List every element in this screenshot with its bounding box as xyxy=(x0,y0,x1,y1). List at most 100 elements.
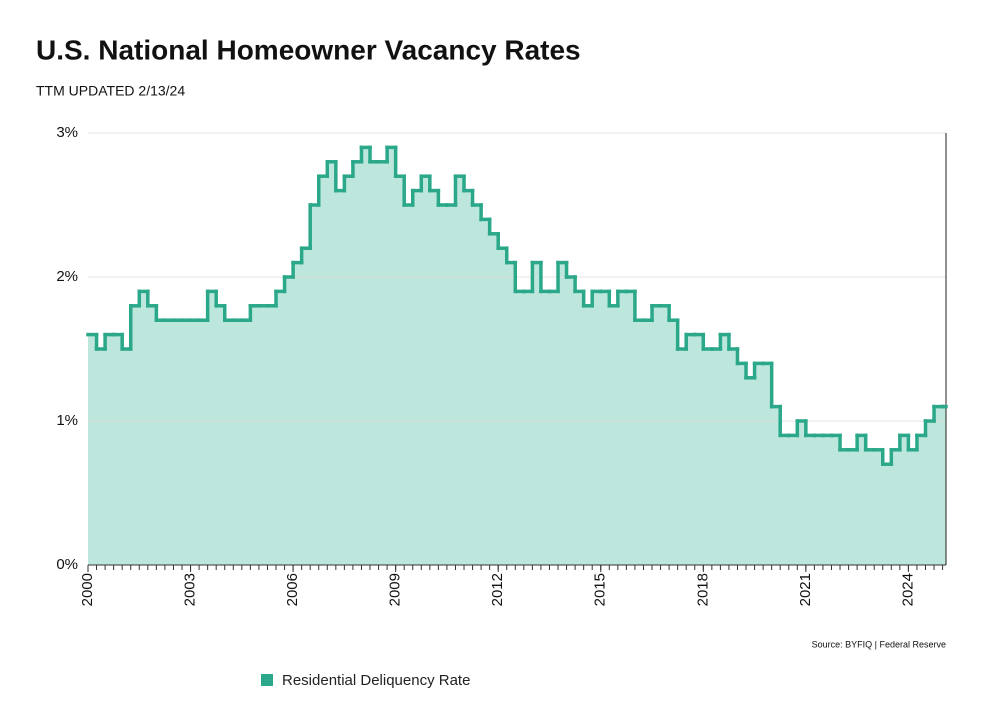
area-segment xyxy=(404,205,414,565)
area-segment xyxy=(506,262,516,565)
area-segment xyxy=(250,305,260,565)
area-segment xyxy=(395,176,405,565)
x-tick-label: 2000 xyxy=(79,573,96,606)
area-segment xyxy=(874,449,884,565)
x-tick-label: 2003 xyxy=(182,573,199,606)
area-segment xyxy=(652,305,662,565)
area-segment xyxy=(805,435,815,565)
y-tick-label: 0% xyxy=(56,556,78,573)
area-segment xyxy=(814,435,824,565)
area-segment xyxy=(293,262,303,565)
area-segment xyxy=(446,205,456,565)
area-segment xyxy=(276,291,286,565)
area-segment xyxy=(139,291,149,565)
area-segment xyxy=(899,435,909,565)
area-segment xyxy=(472,205,482,565)
area-segment xyxy=(267,305,277,565)
legend-label: Residential Deliquency Rate xyxy=(282,672,470,689)
area-segment xyxy=(412,190,422,565)
y-tick-label: 1% xyxy=(56,412,78,429)
area-segment xyxy=(113,334,123,565)
area-segment xyxy=(583,305,593,565)
chart-title: U.S. National Homeowner Vacancy Rates xyxy=(36,34,581,65)
area-segment xyxy=(429,190,439,565)
area-segment xyxy=(643,320,653,565)
area-segment xyxy=(233,320,243,565)
area-segment xyxy=(361,147,371,565)
area-segment xyxy=(763,363,773,565)
area-segment xyxy=(575,291,585,565)
area-segment xyxy=(592,291,602,565)
area-segment xyxy=(754,363,764,565)
area-segment xyxy=(378,161,388,566)
area-segment xyxy=(241,320,251,565)
area-segment xyxy=(728,349,738,565)
area-segment xyxy=(737,363,747,565)
area-segment xyxy=(891,449,901,565)
source: Source: BYFIQ | Federal Reserve xyxy=(812,639,946,649)
area-segment xyxy=(780,435,790,565)
area-segment xyxy=(694,334,704,565)
area-segment xyxy=(335,190,345,565)
area-segment xyxy=(703,349,713,565)
area-segment xyxy=(746,377,756,565)
area-segment xyxy=(498,248,508,565)
area-segment xyxy=(532,262,542,565)
area-segment xyxy=(660,305,670,565)
area-segment xyxy=(207,291,217,565)
area-segment xyxy=(797,421,807,565)
area-segment xyxy=(122,349,132,565)
y-tick-label: 3% xyxy=(56,124,78,141)
y-tick-label: 2% xyxy=(56,268,78,285)
area-segment xyxy=(258,305,268,565)
area-segment xyxy=(908,449,918,565)
x-tick-label: 2009 xyxy=(387,573,404,606)
area-segment xyxy=(344,176,354,565)
area-segment xyxy=(771,406,781,565)
area-segment xyxy=(370,161,380,566)
x-tick-label: 2021 xyxy=(797,573,814,606)
area-segment xyxy=(327,161,337,566)
area-segment xyxy=(626,291,636,565)
area-segment xyxy=(164,320,174,565)
area-segment xyxy=(720,334,730,565)
area-segment xyxy=(301,248,311,565)
area-segment xyxy=(600,291,610,565)
area-segment xyxy=(934,406,944,565)
area-segment xyxy=(558,262,568,565)
area-segment xyxy=(857,435,867,565)
area-segment xyxy=(617,291,627,565)
area-segment xyxy=(421,176,431,565)
x-tick-label: 2012 xyxy=(489,573,506,606)
area-segment xyxy=(677,349,687,565)
x-tick-label: 2015 xyxy=(592,573,609,606)
area-segment xyxy=(523,291,533,565)
area-segment xyxy=(224,320,234,565)
area-segment xyxy=(156,320,166,565)
area-segment xyxy=(199,320,209,565)
area-segment xyxy=(190,320,200,565)
area-segment xyxy=(438,205,448,565)
x-tick-label: 2024 xyxy=(899,573,916,606)
area-segment xyxy=(182,320,192,565)
area-segment xyxy=(669,320,679,565)
area-segment xyxy=(147,305,157,565)
area-segment xyxy=(464,190,474,565)
area-segment xyxy=(105,334,115,565)
legend-swatch xyxy=(261,674,273,686)
area-segment xyxy=(173,320,183,565)
x-tick-label: 2006 xyxy=(284,573,301,606)
area-segment xyxy=(609,305,619,565)
area-segment xyxy=(916,435,926,565)
area-segment xyxy=(865,449,875,565)
area-segment xyxy=(318,176,328,565)
area-segment xyxy=(831,435,841,565)
area-segment xyxy=(352,161,362,566)
area-segment xyxy=(455,176,465,565)
area-segment xyxy=(130,305,140,565)
area-segment xyxy=(942,406,947,565)
area-segment xyxy=(481,219,491,565)
area-segment xyxy=(848,449,858,565)
area-segment xyxy=(216,305,226,565)
